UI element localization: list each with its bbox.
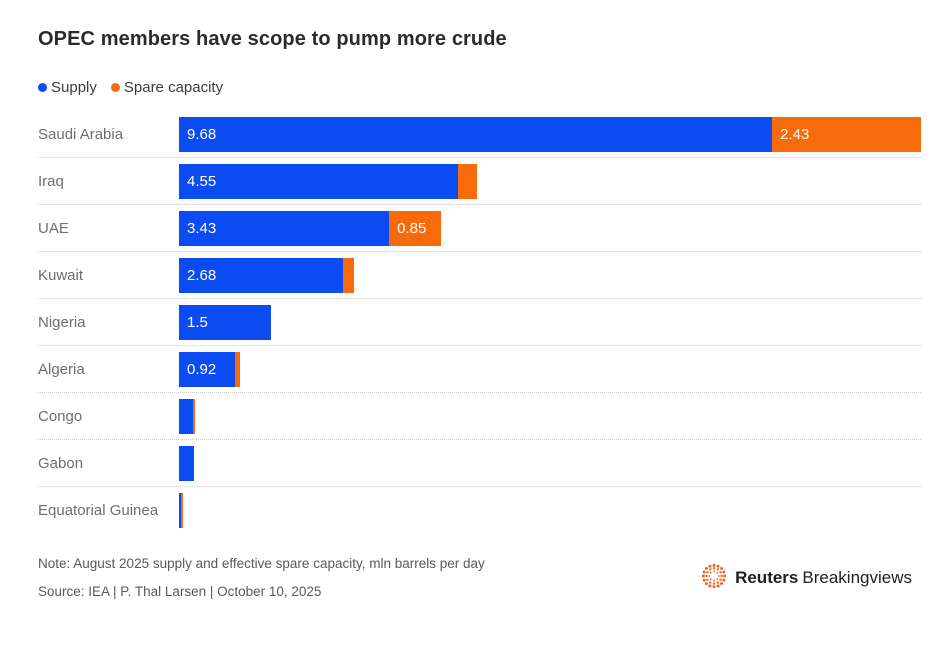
bar-track: 3.43 0.85 (179, 210, 921, 246)
bar-track: 2.68 (179, 257, 921, 293)
bar-segment-supply: 1.5 (179, 304, 271, 340)
bar-segment-spare: 0.85 (389, 210, 442, 246)
chart-row: Saudi Arabia 9.68 2.43 (38, 111, 921, 158)
category-label: Nigeria (38, 313, 86, 331)
bar-label-spare: 0.85 (397, 219, 427, 237)
bar-track (179, 445, 921, 481)
footer-notes: Note: August 2025 supply and effective s… (38, 554, 485, 602)
chart-note: Note: August 2025 supply and effective s… (38, 556, 485, 571)
legend-item-spare-capacity: Spare capacity (110, 79, 224, 96)
bar-segment-spare (193, 398, 195, 434)
bar-label-supply: 1.5 (187, 313, 208, 331)
category-label: Equatorial Guinea (38, 502, 159, 519)
legend-label-spare-capacity: Spare capacity (123, 79, 224, 96)
brand-breakingviews: Breakingviews (802, 568, 912, 587)
supply-dot-icon (38, 83, 47, 92)
bar-segment-spare (180, 493, 184, 528)
chart-source: Source: IEA | P. Thal Larsen | October 1… (38, 584, 322, 599)
bar-segment-supply (179, 493, 181, 528)
bar-segment-spare (235, 351, 241, 387)
chart-row: Iraq 4.55 (38, 158, 921, 205)
bar-segment-supply: 4.55 (179, 163, 458, 199)
chart-row: Kuwait 2.68 (38, 252, 921, 299)
bar-chart: Saudi Arabia 9.68 2.43 Iraq 4.55 UAE (38, 111, 921, 534)
reuters-breakingviews-logo: Reuters Breakingviews (700, 562, 912, 595)
legend-label-supply: Supply (51, 79, 97, 96)
bar-track (179, 493, 921, 528)
reuters-dots-icon (700, 562, 728, 595)
category-label: Kuwait (38, 266, 84, 284)
bar-label-spare: 2.43 (780, 125, 810, 143)
category-label: Gabon (38, 454, 84, 472)
bar-segment-supply: 0.92 (179, 351, 236, 387)
footer: Note: August 2025 supply and effective s… (38, 554, 912, 602)
bar-track: 4.55 (179, 163, 921, 199)
chart-row: UAE 3.43 0.85 (38, 205, 921, 252)
bar-segment-supply: 2.68 (179, 257, 344, 293)
chart-page: OPEC members have scope to pump more cru… (0, 28, 930, 655)
bar-track (179, 398, 921, 434)
chart-row: Equatorial Guinea (38, 487, 921, 534)
bar-segment-supply (179, 445, 194, 481)
chart-row: Gabon (38, 440, 921, 487)
chart-row: Congo (38, 393, 921, 440)
category-label: Congo (38, 407, 83, 425)
bar-track: 0.92 (179, 351, 921, 387)
category-label: UAE (38, 219, 69, 237)
brand-reuters: Reuters (735, 568, 799, 587)
brand-text: Reuters Breakingviews (735, 568, 912, 588)
bar-label-supply: 3.43 (187, 219, 217, 237)
category-label: Algeria (38, 360, 85, 378)
bar-segment-supply: 9.68 (179, 116, 773, 152)
bar-segment-supply (179, 398, 194, 434)
bar-segment-supply: 3.43 (179, 210, 390, 246)
bar-label-supply: 9.68 (187, 125, 217, 143)
category-label: Iraq (38, 172, 64, 190)
bar-segment-spare (343, 257, 355, 293)
category-label: Saudi Arabia (38, 125, 124, 143)
legend-item-supply: Supply (38, 79, 97, 96)
chart-row: Algeria 0.92 (38, 346, 921, 393)
chart-legend: Supply Spare capacity (38, 79, 892, 96)
bar-segment-spare: 2.43 (772, 116, 921, 152)
bar-track: 9.68 2.43 (179, 116, 921, 152)
spare-capacity-dot-icon (110, 83, 120, 92)
bar-label-supply: 2.68 (187, 266, 217, 284)
bar-label-supply: 4.55 (187, 172, 217, 190)
reuters-dots-svg (701, 563, 727, 588)
bar-track: 1.5 (179, 304, 921, 340)
chart-title: OPEC members have scope to pump more cru… (38, 28, 507, 50)
bar-label-supply: 0.92 (187, 360, 217, 378)
bar-segment-spare (457, 163, 477, 199)
chart-row: Nigeria 1.5 (38, 299, 921, 346)
